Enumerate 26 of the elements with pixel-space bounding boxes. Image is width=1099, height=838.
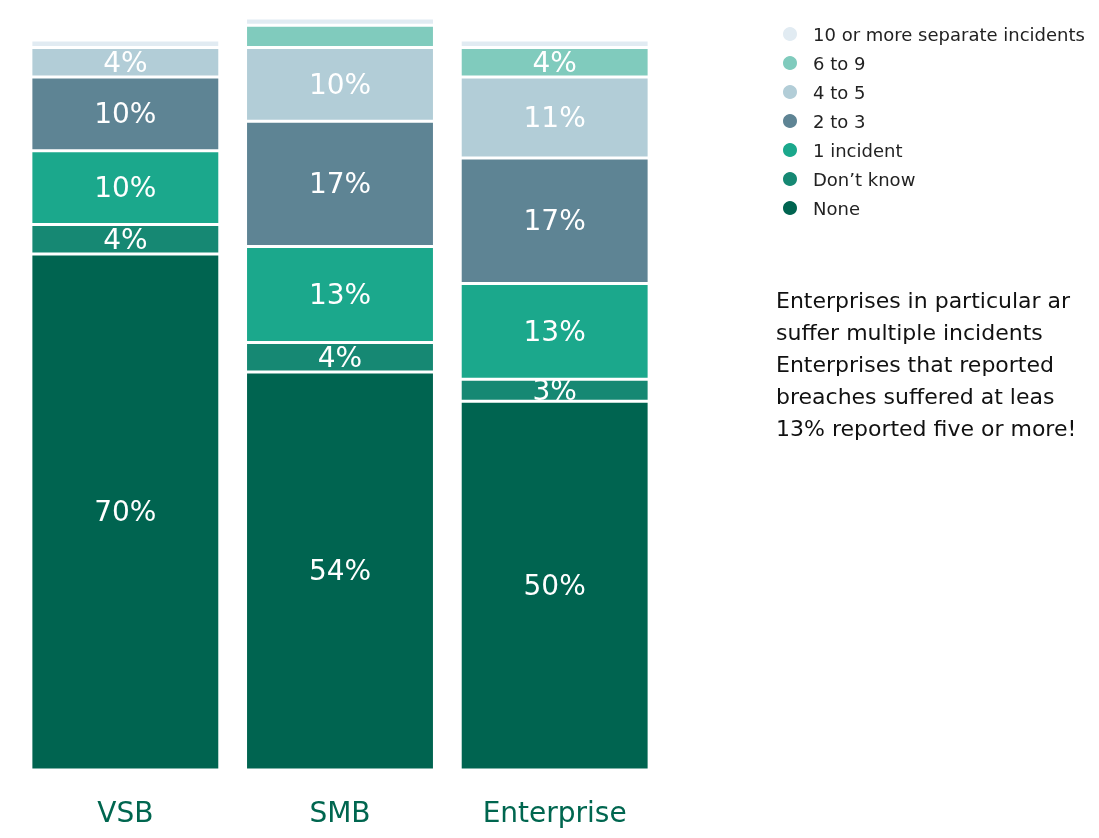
data-label: 11% (523, 101, 586, 135)
data-label: 17% (523, 204, 586, 238)
legend-label: None (813, 197, 860, 219)
data-label: 70% (94, 495, 157, 529)
data-label: 50% (523, 569, 586, 603)
data-label: 10% (94, 97, 157, 131)
legend-label: 10 or more separate incidents (813, 23, 1085, 45)
data-label: 13% (308, 277, 372, 311)
legend-label: 4 to 5 (813, 81, 866, 103)
x-tick-label: VSB (97, 795, 154, 829)
x-tick-label: Enterprise (482, 795, 627, 829)
data-label: 54% (308, 554, 372, 588)
data-label: 4% (317, 340, 363, 374)
data-label: 4% (103, 222, 148, 256)
legend-label: Don’t know (813, 168, 916, 190)
legend-label: 1 incident (813, 139, 903, 161)
data-label: 10% (308, 67, 372, 101)
x-tick-label: SMB (309, 795, 371, 829)
data-label: 13% (523, 314, 586, 348)
data-label: 4% (532, 45, 577, 79)
data-label: 17% (308, 167, 372, 201)
legend-label: 6 to 9 (813, 52, 866, 74)
legend-label: 2 to 3 (813, 110, 866, 132)
data-label: 4% (103, 45, 148, 79)
data-label: 10% (94, 171, 157, 205)
text: Enterprises in particular ar suffer multiple incidents Enterprises that reported breaches suffered at leas 13% reported five or more! (776, 287, 1077, 441)
